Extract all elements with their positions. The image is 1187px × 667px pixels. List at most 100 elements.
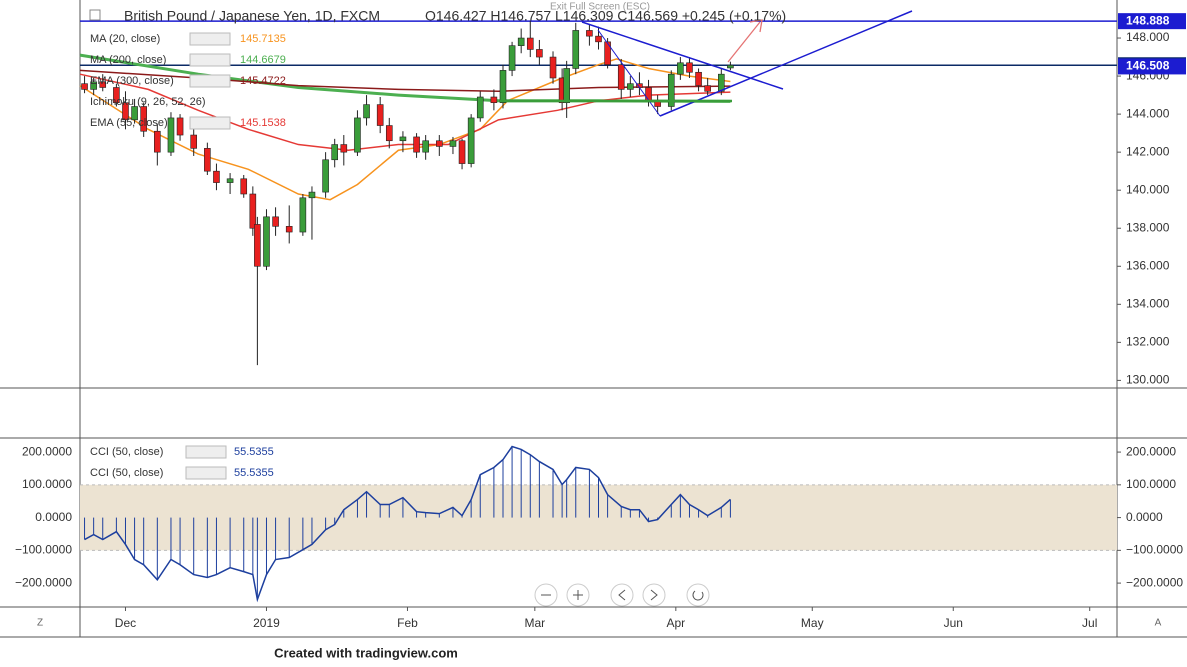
- y-tick-label: 142.000: [1126, 144, 1170, 158]
- candle-body: [90, 81, 97, 90]
- candle-body: [436, 140, 443, 147]
- indicator-line: [84, 445, 731, 603]
- candle-body: [363, 104, 370, 119]
- candle-body: [154, 130, 161, 153]
- candle-body: [718, 73, 725, 92]
- ohlc: O146.427 H146.757 L146.309 C146.569 +0.2…: [425, 8, 786, 24]
- candle-body: [99, 81, 107, 88]
- legend-value: 55.5355: [234, 446, 274, 458]
- candle-body: [167, 117, 175, 153]
- legend-buttons: [185, 445, 227, 459]
- candle-body: [695, 71, 702, 86]
- legend-buttons: [185, 466, 227, 480]
- legend-name: EMA (300, close): [90, 75, 174, 87]
- legend-value: 144.6679: [240, 54, 286, 66]
- price-label-box: [1118, 58, 1186, 75]
- price-label-box: [1118, 13, 1186, 30]
- trend-line: [659, 10, 913, 117]
- x-tick-label: Feb: [397, 616, 418, 630]
- reset[interactable]: [686, 583, 710, 607]
- legend-name: CCI (50, close): [90, 467, 163, 479]
- nav-buttons: [534, 583, 710, 607]
- y-tick-label: 200.0000: [1126, 444, 1176, 458]
- y-tick-label: 140.000: [1126, 182, 1170, 196]
- legend-name: CCI (50, close): [90, 446, 163, 458]
- price-label: 148.888: [1126, 13, 1170, 27]
- candle-body: [385, 125, 393, 142]
- y-tick-label: 136.000: [1126, 258, 1170, 272]
- legend-buttons: [189, 116, 231, 130]
- y-tick-label: 132.000: [1126, 335, 1170, 349]
- candle-body: [122, 102, 129, 121]
- candle-body: [422, 140, 429, 153]
- trend-line: [581, 21, 784, 90]
- candle-body: [549, 56, 557, 79]
- candle-body: [413, 136, 420, 153]
- y-tick-label: 134.000: [1126, 296, 1170, 310]
- y-tick-label: 200.0000: [22, 444, 72, 458]
- exit-fullscreen[interactable]: Exit Full Screen (ESC): [550, 2, 650, 13]
- candle-body: [226, 178, 234, 183]
- candle-body: [686, 62, 693, 73]
- y-tick-label: 148.000: [1126, 30, 1170, 44]
- y-tick-label: 100.0000: [22, 477, 72, 491]
- candle-body: [667, 73, 675, 107]
- legend-name: MA (20, close): [90, 33, 160, 45]
- candle-body: [249, 193, 257, 229]
- candle-body: [308, 191, 316, 199]
- x-tick-label: Jul: [1082, 616, 1097, 630]
- x-tick-label: May: [801, 616, 824, 630]
- candle-body: [340, 144, 348, 153]
- axis-button[interactable]: Z: [37, 618, 43, 629]
- candle-body: [536, 49, 543, 58]
- candle-body: [140, 106, 147, 132]
- candle-body: [240, 178, 248, 195]
- scroll-right[interactable]: [642, 583, 666, 607]
- candle-body: [190, 134, 198, 149]
- candle-body: [213, 170, 220, 183]
- footer: Created with tradingview.com: [274, 645, 458, 660]
- candle-body: [677, 62, 684, 75]
- candle-body: [449, 140, 457, 147]
- symbol-title[interactable]: British Pound / Japanese Yen, 1D, FXCM: [124, 8, 380, 24]
- y-tick-label: −200.0000: [1126, 575, 1183, 589]
- legend-value: 145.4722: [240, 75, 286, 87]
- y-tick-label: 138.000: [1126, 220, 1170, 234]
- candle-body: [617, 64, 625, 90]
- candle-body: [476, 96, 484, 119]
- candle-body: [272, 216, 279, 227]
- candle-body: [131, 106, 138, 121]
- price-label: 146.508: [1126, 59, 1170, 73]
- y-tick-label: 100.0000: [1126, 477, 1176, 491]
- legend-value: 145.1538: [240, 117, 286, 129]
- candle-body: [331, 144, 339, 161]
- y-tick-label: −100.0000: [15, 543, 72, 557]
- legend-value: 145.7135: [240, 33, 286, 45]
- candle-body: [285, 226, 293, 233]
- arrow: [727, 21, 761, 63]
- scroll-left[interactable]: [610, 583, 634, 607]
- candle-body: [458, 140, 466, 164]
- legend-name: Ichimoku (9, 26, 52, 26): [90, 96, 206, 108]
- x-tick-label: Dec: [115, 616, 136, 630]
- legend-buttons: [189, 32, 231, 46]
- candle-body: [627, 83, 634, 90]
- axis-button[interactable]: A: [1155, 618, 1162, 629]
- legend-buttons: [189, 53, 231, 67]
- y-tick-label: 0.0000: [1126, 510, 1163, 524]
- icon: [692, 590, 704, 601]
- arrow-head: [749, 19, 763, 33]
- y-tick-label: −200.0000: [15, 575, 72, 589]
- symbol-icon: [89, 9, 101, 21]
- y-tick-label: 0.0000: [35, 510, 72, 524]
- candle-body: [81, 83, 88, 90]
- legend-value: 55.5355: [234, 467, 274, 479]
- candle-body: [526, 37, 534, 50]
- candle-body: [586, 30, 593, 37]
- candle-body: [704, 85, 711, 92]
- y-tick-label: 130.000: [1126, 373, 1170, 387]
- candle-body: [254, 224, 261, 267]
- y-tick-label: −100.0000: [1126, 543, 1183, 557]
- icon: [650, 589, 658, 601]
